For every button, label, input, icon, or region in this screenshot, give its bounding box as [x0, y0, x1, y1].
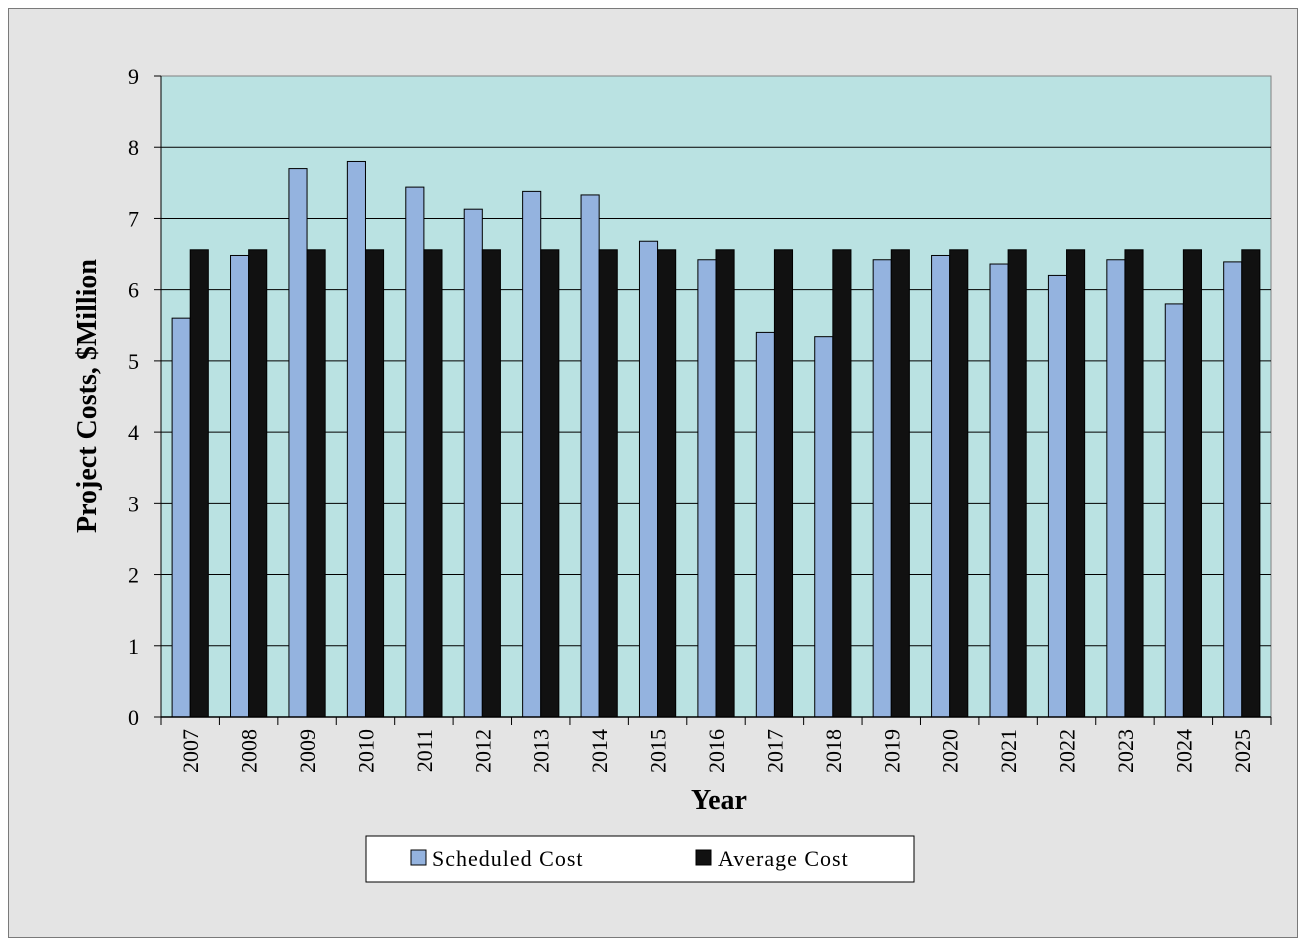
bar-scheduled-cost [1106, 259, 1126, 718]
bar-scheduled-cost [755, 331, 775, 718]
y-tick-label: 4 [128, 420, 139, 445]
x-tick-label: 2020 [938, 729, 963, 773]
x-tick-label: 2009 [295, 729, 320, 773]
bar-scheduled-cost [989, 263, 1009, 718]
bar-scheduled-cost [288, 168, 308, 718]
x-tick-label: 2008 [237, 729, 262, 773]
x-tick-label: 2012 [470, 729, 495, 773]
x-tick-label: 2007 [178, 729, 203, 773]
x-tick-label: 2023 [1113, 729, 1138, 773]
bar-average-cost [598, 249, 618, 718]
bar-average-cost [423, 249, 443, 718]
legend-label-scheduled-cost: Scheduled Cost [432, 846, 584, 871]
y-tick-label: 6 [128, 278, 139, 303]
bar-scheduled-cost [814, 336, 834, 718]
y-tick-label: 5 [128, 349, 139, 374]
x-axis-title: Year [691, 785, 747, 816]
y-tick-label: 2 [128, 563, 139, 588]
y-tick-label: 3 [128, 491, 139, 516]
bar-scheduled-cost [346, 160, 366, 718]
bar-average-cost [306, 249, 326, 718]
y-tick-label: 1 [128, 634, 139, 659]
x-tick-label: 2018 [821, 729, 846, 773]
bar-average-cost [890, 249, 910, 718]
bar-average-cost [1066, 249, 1086, 718]
y-tick-label: 0 [128, 705, 139, 730]
bar-scheduled-cost [230, 254, 250, 718]
y-tick-label: 7 [128, 206, 139, 231]
axes: 0 1 2 3 4 5 6 7 8 9 2007 2008 2009 2010 2011 2012 2013 20… [128, 64, 1272, 773]
bar-scheduled-cost [1047, 274, 1068, 718]
bar-average-cost [832, 249, 852, 718]
bar-average-cost [949, 249, 969, 718]
bar-average-cost [248, 249, 268, 718]
bar-scheduled-cost [872, 259, 892, 718]
legend: Scheduled Cost Average Cost [365, 835, 915, 883]
bar-scheduled-cost [638, 240, 659, 718]
legend-box [365, 835, 915, 883]
x-tick-label: 2014 [587, 729, 612, 773]
legend-label-average-cost: Average Cost [718, 846, 849, 871]
bar-scheduled-cost [1223, 261, 1243, 718]
bar-scheduled-cost [931, 254, 951, 718]
x-tick-label: 2015 [646, 729, 671, 773]
x-tick-label: 2022 [1055, 729, 1080, 773]
bar-average-cost [1007, 249, 1027, 718]
bar-scheduled-cost [171, 317, 191, 718]
y-axis-title: Project Costs, $Million [72, 259, 103, 533]
bar-scheduled-cost [405, 186, 425, 718]
x-tick-label: 2021 [996, 729, 1021, 773]
bar-scheduled-cost [697, 259, 717, 718]
legend-swatch-average-cost [695, 849, 712, 866]
y-tick-label: 8 [128, 135, 139, 160]
x-tick-label: 2013 [529, 729, 554, 773]
bar-average-cost [540, 249, 560, 718]
legend-swatch-scheduled-cost [410, 849, 427, 866]
bar-average-cost [481, 249, 501, 718]
bar-scheduled-cost [1164, 303, 1184, 718]
y-tick-label: 9 [128, 64, 139, 89]
x-tick-label: 2024 [1171, 729, 1196, 773]
x-tick-label: 2016 [704, 729, 729, 773]
x-tick-label: 2017 [762, 729, 787, 773]
bar-average-cost [189, 249, 209, 718]
bar-scheduled-cost [522, 190, 542, 718]
bar-average-cost [773, 249, 794, 718]
x-tick-label: 2011 [412, 729, 437, 772]
bar-average-cost [364, 249, 385, 718]
bar-scheduled-cost [463, 208, 483, 718]
x-tick-label: 2010 [353, 729, 378, 773]
bar-average-cost [715, 249, 735, 718]
x-tick-label: 2025 [1230, 729, 1255, 773]
bar-average-cost [657, 249, 677, 718]
x-tick-label: 2019 [879, 729, 904, 773]
bar-average-cost [1124, 249, 1144, 718]
bar-scheduled-cost [580, 194, 600, 718]
bars [171, 160, 1261, 718]
bar-average-cost [1182, 249, 1202, 718]
bar-average-cost [1241, 249, 1261, 718]
